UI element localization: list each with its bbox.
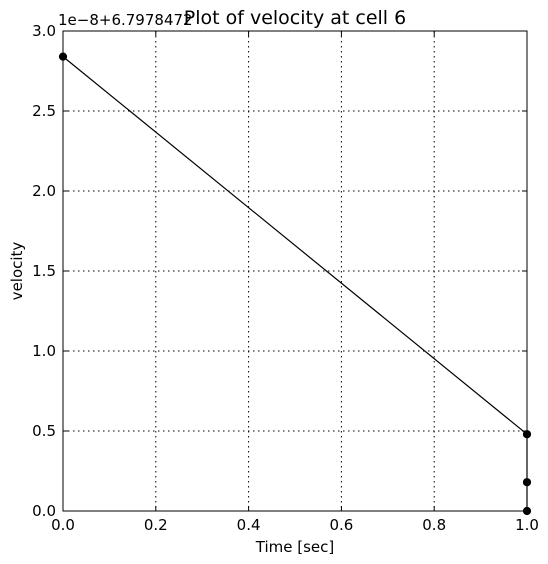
plot-frame [62,30,528,512]
x-tick-label: 0.8 [422,516,446,534]
series-line [62,56,528,511]
ticks [62,30,528,512]
y-tick-label: 2.0 [32,182,56,200]
x-tick-label: 0.0 [51,516,75,534]
y-axis-label: velocity [8,242,26,301]
x-tick-label: 0.4 [237,516,261,534]
x-tick-label: 0.2 [144,516,168,534]
grid [62,30,528,512]
x-tick-label: 0.6 [329,516,353,534]
y-tick-label: 1.5 [32,262,56,280]
y-tick-label: 3.0 [32,22,56,40]
x-axis-label: Time [sec] [255,538,334,556]
y-tick-label: 2.5 [32,102,56,120]
tick-labels: 0.0 0.2 0.4 0.6 0.8 1.0 0.0 0.5 1.0 1.5 2.0 2.5 3.0 [32,22,539,534]
y-tick-label: 0.0 [32,502,56,520]
y-axis-offset-label: 1e−8+6.7978472 [58,11,193,29]
series-layer [58,52,532,516]
chart-title: Plot of velocity at cell 6 [184,7,406,29]
y-tick-label: 0.5 [32,422,56,440]
x-tick-label: 1.0 [515,516,539,534]
y-tick-label: 1.0 [32,342,56,360]
